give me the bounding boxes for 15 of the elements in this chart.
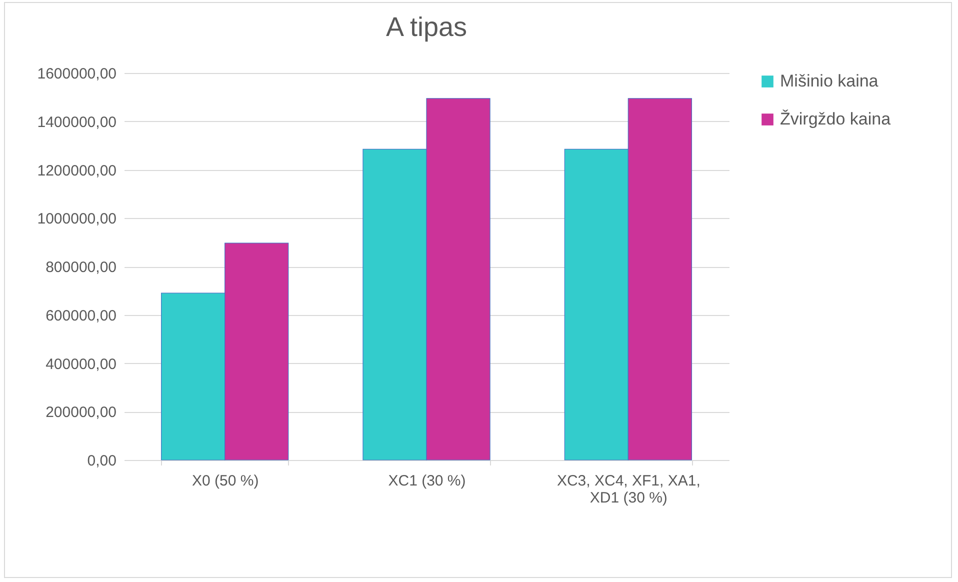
y-tick-label: 1200000,00 bbox=[37, 162, 116, 180]
y-tick-label: 1400000,00 bbox=[37, 114, 116, 131]
y-tick-label: 400000,00 bbox=[46, 356, 116, 373]
chart-title: A tipas bbox=[386, 12, 468, 42]
legend-label: Mišinio kaina bbox=[780, 72, 879, 90]
legend-label: Žvirgždo kaina bbox=[780, 110, 892, 128]
x-tick-label: X0 (50 %) bbox=[192, 472, 259, 490]
x-tick-label: XC1 (30 %) bbox=[388, 472, 466, 490]
y-tick-label: 200000,00 bbox=[46, 404, 116, 422]
y-tick-label: 800000,00 bbox=[46, 259, 116, 276]
x-tick-label: XC3, XC4, XF1, XA1, XD1 (30 %) bbox=[556, 472, 700, 506]
y-tick-label: 600000,00 bbox=[46, 307, 116, 324]
y-tick-label: 1600000,00 bbox=[37, 66, 116, 82]
y-tick-label: 0,00 bbox=[87, 452, 116, 470]
y-tick-label: 1000000,00 bbox=[37, 210, 116, 228]
